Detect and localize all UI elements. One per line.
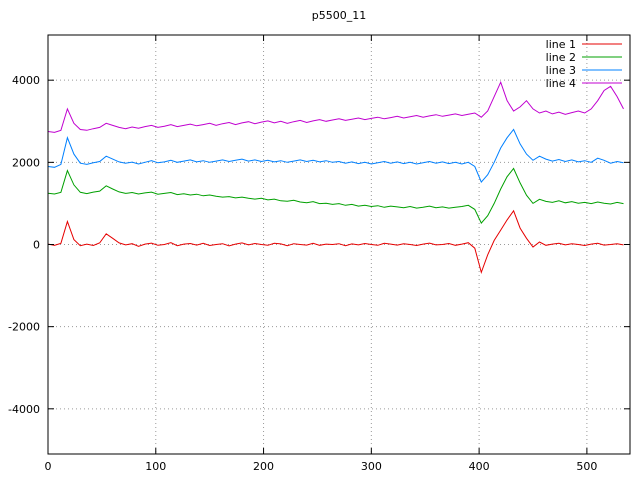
legend-label: line 2 <box>546 51 576 64</box>
series-layer <box>47 80 624 275</box>
axis-layer: 0 100 200 300 400 500 -4000 -2000 0 2000 4000 <box>8 34 631 473</box>
x-tick-label: 500 <box>576 460 597 473</box>
legend-label: line 4 <box>546 77 576 90</box>
chart-title: p5500_11 <box>312 9 366 22</box>
series-line <box>47 167 624 225</box>
series-line <box>47 128 624 184</box>
legend-label: line 3 <box>546 64 576 77</box>
x-tick-label: 300 <box>361 460 382 473</box>
y-tick-label: -4000 <box>8 403 40 416</box>
x-tick-label: 400 <box>469 460 490 473</box>
y-tick-label: 0 <box>33 239 40 252</box>
x-tick-label: 0 <box>45 460 52 473</box>
x-tick-label: 100 <box>145 460 166 473</box>
series-line <box>47 80 624 133</box>
x-tick-label: 200 <box>253 460 274 473</box>
legend-label: line 1 <box>546 38 576 51</box>
y-tick-label: 4000 <box>12 74 40 87</box>
y-tick-label: -2000 <box>8 321 40 334</box>
series-line <box>47 209 624 275</box>
y-tick-label: 2000 <box>12 156 40 169</box>
